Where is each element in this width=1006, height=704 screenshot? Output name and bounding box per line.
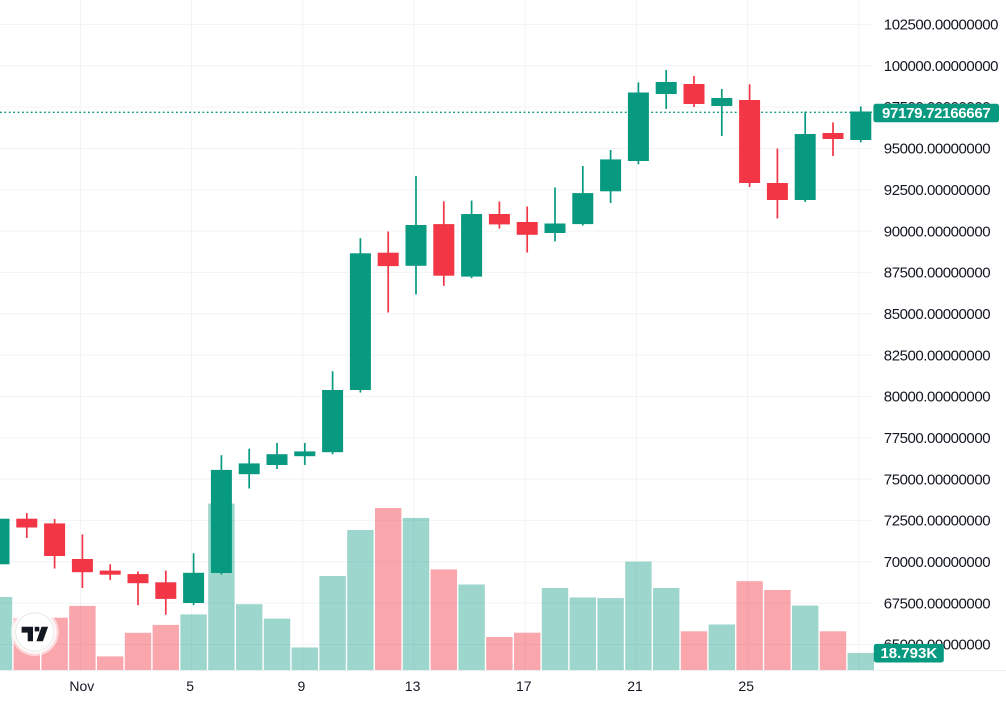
svg-text:92500.00000000: 92500.00000000 xyxy=(884,182,990,199)
svg-text:82500.00000000: 82500.00000000 xyxy=(884,347,990,364)
svg-text:87500.00000000: 87500.00000000 xyxy=(884,265,990,282)
svg-text:80000.00000000: 80000.00000000 xyxy=(884,389,990,406)
svg-text:90000.00000000: 90000.00000000 xyxy=(884,223,990,240)
svg-text:95000.00000000: 95000.00000000 xyxy=(884,141,990,158)
svg-text:100000.00000000: 100000.00000000 xyxy=(884,58,998,75)
svg-text:75000.00000000: 75000.00000000 xyxy=(884,471,990,488)
svg-text:102500.00000000: 102500.00000000 xyxy=(884,17,998,34)
svg-text:67500.00000000: 67500.00000000 xyxy=(884,595,990,612)
svg-text:13: 13 xyxy=(405,678,421,694)
svg-text:72500.00000000: 72500.00000000 xyxy=(884,513,990,530)
svg-text:Nov: Nov xyxy=(69,678,94,694)
svg-text:70000.00000000: 70000.00000000 xyxy=(884,554,990,571)
svg-text:21: 21 xyxy=(627,678,643,694)
svg-text:17: 17 xyxy=(516,678,532,694)
svg-text:9: 9 xyxy=(298,678,306,694)
svg-text:25: 25 xyxy=(738,678,754,694)
svg-text:5: 5 xyxy=(186,678,194,694)
svg-text:18.793K: 18.793K xyxy=(880,645,937,662)
svg-text:97179.72166667: 97179.72166667 xyxy=(882,105,990,122)
svg-text:85000.00000000: 85000.00000000 xyxy=(884,306,990,323)
svg-text:77500.00000000: 77500.00000000 xyxy=(884,430,990,447)
